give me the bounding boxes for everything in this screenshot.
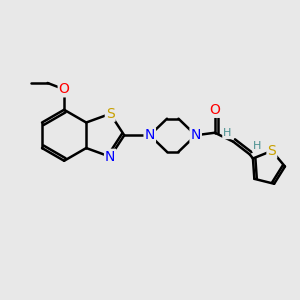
Text: O: O	[59, 82, 70, 96]
Text: N: N	[145, 128, 155, 142]
Text: N: N	[105, 150, 116, 164]
Text: H: H	[223, 128, 232, 138]
Text: N: N	[190, 128, 201, 142]
Text: S: S	[268, 144, 276, 158]
Text: O: O	[209, 103, 220, 117]
Text: H: H	[253, 141, 261, 151]
Text: S: S	[106, 107, 115, 121]
